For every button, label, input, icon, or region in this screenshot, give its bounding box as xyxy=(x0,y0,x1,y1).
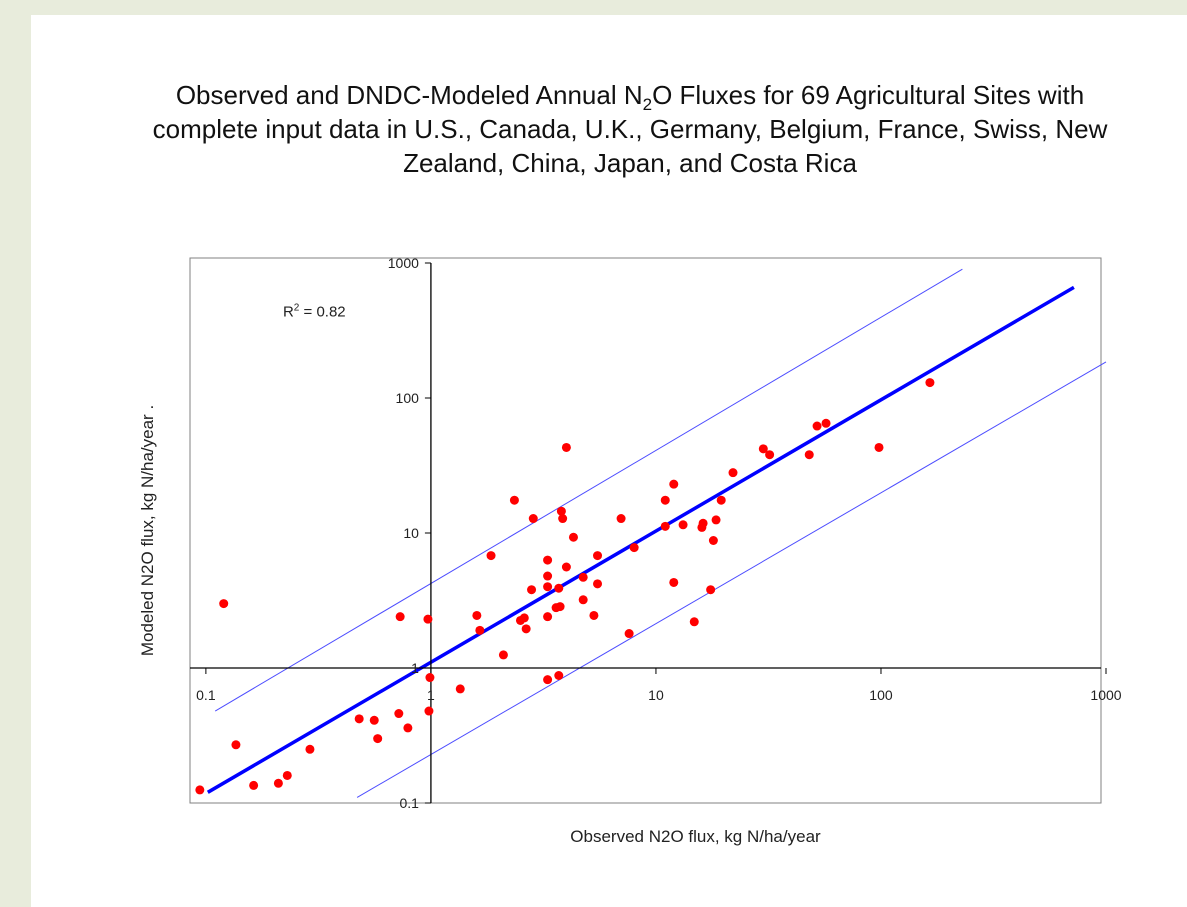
data-point xyxy=(475,625,485,635)
data-point xyxy=(282,770,292,780)
data-point xyxy=(624,629,634,639)
data-point xyxy=(689,617,699,627)
title-line-2: complete input data in U.S., Canada, U.K… xyxy=(152,114,1108,144)
data-point xyxy=(698,518,708,528)
data-point xyxy=(593,579,603,589)
title-line-1: Observed and DNDC-Modeled Annual N2O Flu… xyxy=(0,78,1187,115)
data-point xyxy=(472,610,482,620)
y-tick-label: 10 xyxy=(403,525,419,541)
x-tick-label: 1000 xyxy=(1090,687,1121,703)
data-point xyxy=(509,495,519,505)
data-point xyxy=(555,602,565,612)
data-point xyxy=(556,506,566,516)
data-point xyxy=(758,444,768,454)
data-point xyxy=(527,585,537,595)
data-point xyxy=(716,495,726,505)
data-point xyxy=(486,551,496,561)
data-point xyxy=(669,577,679,587)
title-subscript: 2 xyxy=(642,95,653,115)
title-line-3: Zealand, China, Japan, and Costa Rica xyxy=(403,148,857,178)
data-point xyxy=(589,610,599,620)
chart-title: Observed and DNDC-Modeled Annual N2O Flu… xyxy=(0,78,1187,180)
plot-frame xyxy=(189,257,1102,804)
data-point xyxy=(578,595,588,605)
title-line-1-text: Observed and DNDC-Modeled Annual N xyxy=(175,80,643,110)
y-tick-label: 0.1 xyxy=(399,795,419,811)
data-point xyxy=(593,551,603,561)
data-point xyxy=(765,450,775,460)
reference-lines xyxy=(206,268,1107,798)
data-point xyxy=(660,521,670,531)
data-point xyxy=(558,514,568,524)
data-point xyxy=(660,495,670,505)
data-point xyxy=(708,535,718,545)
data-point xyxy=(423,614,433,624)
fit-line xyxy=(206,285,1075,794)
title-line-1-rest: O Fluxes for 69 Agricultural Sites with xyxy=(652,80,1085,110)
data-point xyxy=(821,418,831,428)
data-point xyxy=(455,684,465,694)
data-point xyxy=(519,613,529,623)
y-axis-label: Modeled N2O flux, kg N/ha/year . xyxy=(138,405,157,656)
data-point xyxy=(669,479,679,489)
data-point xyxy=(812,421,822,431)
data-point xyxy=(543,582,553,592)
data-point xyxy=(554,583,564,593)
data-point xyxy=(528,514,538,524)
data-point xyxy=(305,744,315,754)
data-point xyxy=(568,532,578,542)
data-point xyxy=(354,714,364,724)
data-point xyxy=(874,442,884,452)
data-point xyxy=(629,543,639,553)
slide-background xyxy=(31,15,1187,907)
data-point xyxy=(706,585,716,595)
x-tick-label: 0.1 xyxy=(196,687,216,703)
data-point xyxy=(521,624,531,634)
data-points xyxy=(195,378,935,795)
upper-line xyxy=(214,268,963,712)
data-point xyxy=(425,673,435,683)
data-point xyxy=(394,709,404,719)
data-point xyxy=(543,555,553,565)
data-point xyxy=(804,450,814,460)
data-point xyxy=(543,675,553,685)
data-point xyxy=(195,785,205,795)
data-point xyxy=(249,780,259,790)
x-tick-label: 1 xyxy=(427,687,435,703)
x-tick-label: 10 xyxy=(648,687,664,703)
data-point xyxy=(616,514,626,524)
data-point xyxy=(424,706,434,716)
data-point xyxy=(561,442,571,452)
x-tick-label: 100 xyxy=(869,687,893,703)
data-point xyxy=(543,612,553,622)
data-point xyxy=(403,723,413,733)
y-tick-label: 1000 xyxy=(388,255,419,271)
axes: 0.1 1 10 100 1000 0.1 1 10 100 1000 xyxy=(190,255,1122,811)
data-point xyxy=(561,562,571,572)
data-point xyxy=(728,468,738,478)
x-axis-label: Observed N2O flux, kg N/ha/year xyxy=(570,827,821,846)
data-point xyxy=(925,378,935,388)
data-point xyxy=(711,515,721,525)
data-point xyxy=(678,520,688,530)
r-squared-annotation: R2 = 0.82 xyxy=(283,303,346,321)
data-point xyxy=(543,571,553,581)
y-tick-label: 1 xyxy=(411,660,419,676)
data-point xyxy=(373,734,383,744)
data-point xyxy=(231,740,241,750)
data-point xyxy=(273,778,283,788)
lower-line xyxy=(356,361,1107,798)
data-point xyxy=(578,572,588,582)
data-point xyxy=(498,650,508,660)
data-point xyxy=(219,599,229,609)
data-point xyxy=(369,715,379,725)
data-point xyxy=(395,612,405,622)
y-tick-label: 100 xyxy=(396,390,420,406)
data-point xyxy=(554,670,564,680)
